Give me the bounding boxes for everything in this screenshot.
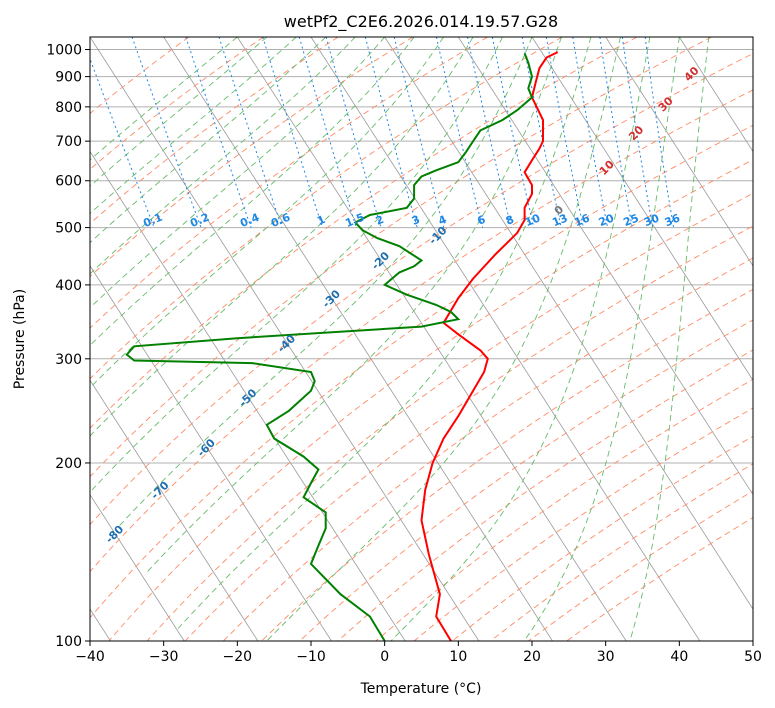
moist-adiabat	[90, 37, 238, 161]
isotherm-30	[605, 37, 753, 267]
mixing-ratio-label: 8	[504, 213, 516, 228]
mixing-ratio-line	[185, 37, 252, 228]
mixing-ratio-label: 10	[523, 211, 542, 229]
data-layer	[125, 51, 559, 641]
grid-layer	[90, 37, 753, 641]
mixing-ratio-line	[545, 37, 584, 228]
mixing-ratio-line	[393, 37, 445, 228]
mixing-ratio-label: 1	[315, 213, 327, 228]
y-tick-label: 200	[55, 456, 82, 472]
x-tick-label: 10	[449, 649, 467, 665]
dry-adiabat	[90, 53, 753, 526]
dry-adiabat	[90, 37, 488, 329]
isotherm--20	[236, 37, 627, 641]
chart-title: wetPf2_C2E6.2026.014.19.57.G28	[284, 12, 558, 32]
dry-adiabat	[90, 37, 339, 225]
mixing-ratio-label: 2	[374, 213, 386, 228]
x-tick-label: 40	[670, 649, 688, 665]
x-tick-label: 50	[744, 649, 762, 665]
mixing-ratio-label: 13	[550, 211, 569, 229]
moist-adiabat	[90, 37, 415, 347]
isotherm--60	[90, 265, 332, 641]
moist-adiabat	[90, 37, 297, 215]
moist-adiabat	[266, 37, 621, 641]
moist-adiabat	[90, 37, 268, 187]
moist-adiabat	[90, 37, 386, 309]
y-tick-label: 500	[55, 221, 82, 237]
dry-adiabat	[90, 37, 414, 278]
isotherm--50	[90, 150, 406, 641]
mixing-ratio-line	[262, 37, 323, 228]
y-tick-label: 700	[55, 134, 82, 150]
y-tick-label: 400	[55, 278, 82, 294]
mixing-ratio-line	[491, 37, 535, 228]
dry-adiabat	[90, 37, 712, 478]
plot-frame	[89, 36, 754, 642]
moist-adiabat	[145, 37, 562, 574]
mixing-ratio-label: 16	[573, 211, 592, 229]
moist-adiabat	[177, 37, 592, 629]
mixing-ratio-label: 36	[663, 211, 682, 229]
isotherm-0	[384, 37, 753, 610]
y-tick-label: 300	[55, 352, 82, 368]
dry-adiabat	[90, 124, 753, 619]
x-tick-label: 30	[597, 649, 615, 665]
mixing-ratio-line	[364, 37, 418, 228]
isotherm-10	[457, 37, 753, 496]
mixing-ratio-line	[435, 37, 484, 228]
dry-adiabat	[90, 37, 264, 170]
dry-adiabat	[261, 288, 753, 641]
series-temperature	[420, 51, 559, 641]
mixing-ratio-label: 25	[621, 211, 640, 229]
x-tick-label: −40	[75, 649, 105, 665]
x-tick-label: −20	[223, 649, 253, 665]
dry-adiabat	[90, 37, 563, 380]
dry-adiabat	[90, 89, 753, 573]
mixing-ratio-line	[325, 37, 382, 228]
series-dewpoint	[125, 53, 534, 641]
dry-adiabat	[299, 319, 753, 641]
mixing-ratio-line	[90, 57, 155, 228]
y-tick-label: 600	[55, 174, 82, 190]
moist-adiabat	[523, 37, 680, 641]
isotherm-40	[678, 37, 753, 153]
x-tick-label: −30	[149, 649, 179, 665]
mixing-ratio-line	[467, 37, 512, 228]
x-axis-title: Temperature (°C)	[360, 681, 482, 697]
y-tick-label: 1000	[46, 43, 82, 59]
isotherm--70	[90, 379, 259, 641]
mixing-ratio-line	[521, 37, 562, 228]
mixing-ratio-label: 20	[597, 211, 616, 229]
moist-adiabat	[390, 37, 651, 641]
dry-adiabat	[222, 257, 753, 641]
moist-adiabat	[90, 37, 327, 244]
y-tick-label: 800	[55, 100, 82, 116]
mixing-ratio-line	[131, 37, 202, 228]
moist-adiabat	[629, 37, 710, 641]
x-tick-label: −10	[296, 649, 326, 665]
dry-adiabat	[90, 37, 638, 429]
isotherm--80	[90, 493, 185, 641]
isotherm--30	[163, 37, 553, 641]
isotherm-20	[531, 37, 753, 381]
mixing-ratio-label: 30	[642, 211, 661, 229]
moist-adiabat	[116, 37, 533, 529]
y-axis-title: Pressure (hPa)	[12, 289, 28, 389]
moist-adiabat	[90, 37, 356, 275]
dry-adiabat	[108, 159, 753, 641]
y-tick-label: 900	[55, 70, 82, 86]
moist-adiabat	[90, 37, 474, 437]
x-tick-label: 0	[380, 649, 389, 665]
mixing-ratio-line	[218, 37, 283, 228]
moist-adiabat	[90, 37, 444, 389]
y-tick-label: 100	[55, 634, 82, 650]
mixing-ratio-label: 3	[410, 213, 422, 228]
mixing-ratio-line	[298, 37, 357, 228]
x-tick-label: 20	[523, 649, 541, 665]
isotherm--40	[90, 37, 480, 641]
